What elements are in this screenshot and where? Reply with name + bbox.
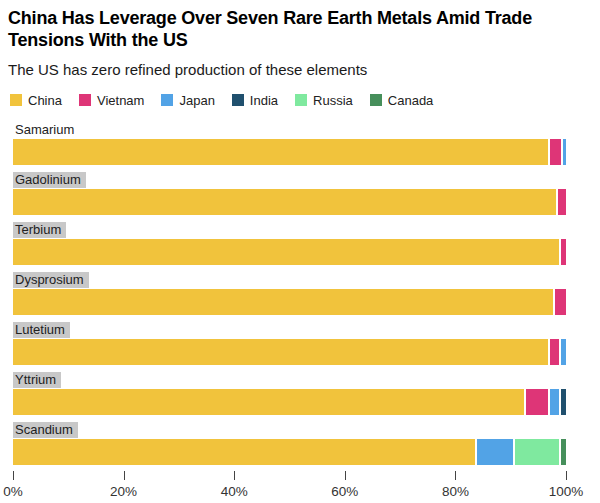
segment-scandium-china: [13, 439, 475, 465]
category-label-line-gadolinium: Gadolinium: [13, 170, 566, 187]
bar-row-samarium: Samarium: [13, 120, 566, 165]
segment-yttrium-china: [13, 389, 524, 415]
bar-row-scandium: Scandium: [13, 420, 566, 465]
category-label-line-terbium: Terbium: [13, 220, 566, 237]
axis-tick-0-: [13, 471, 14, 480]
bar-row-gadolinium: Gadolinium: [13, 170, 566, 215]
category-label-gadolinium: Gadolinium: [13, 172, 86, 188]
legend-swatch-canada-icon: [370, 94, 382, 106]
legend-item-india: India: [232, 93, 278, 108]
axis-tick-label-0-: 0%: [3, 484, 23, 499]
plot-area: Samarium Gadolinium Terbium Dysprosium Lutet…: [13, 120, 566, 465]
axis-tick-label-60-: 60%: [331, 484, 358, 499]
legend-swatch-china-icon: [10, 94, 22, 106]
legend-label-canada: Canada: [388, 93, 434, 108]
legend: China Vietnam Japan India Russia Canada: [10, 93, 600, 108]
legend-swatch-india-icon: [232, 94, 244, 106]
axis-tick-40-: [234, 471, 235, 480]
axis-tick-label-20-: 20%: [110, 484, 137, 499]
segment-samarium-japan: [563, 139, 566, 165]
bar-scandium: [13, 439, 566, 465]
legend-label-vietnam: Vietnam: [97, 93, 144, 108]
legend-item-vietnam: Vietnam: [79, 93, 144, 108]
segment-samarium-vietnam: [550, 139, 561, 165]
axis-tick-label-80-: 80%: [442, 484, 469, 499]
segment-gadolinium-china: [13, 189, 556, 215]
segment-dysprosium-vietnam: [555, 289, 566, 315]
bar-row-lutetium: Lutetium: [13, 320, 566, 365]
segment-scandium-canada: [561, 439, 566, 465]
segment-yttrium-india: [561, 389, 566, 415]
category-label-line-lutetium: Lutetium: [13, 320, 566, 337]
category-label-line-scandium: Scandium: [13, 420, 566, 437]
segment-dysprosium-china: [13, 289, 553, 315]
chart-figure: China Has Leverage Over Seven Rare Earth…: [0, 0, 600, 503]
axis-tick-label-40-: 40%: [221, 484, 248, 499]
legend-item-canada: Canada: [370, 93, 434, 108]
segment-scandium-russia: [515, 439, 559, 465]
chart-subtitle: The US has zero refined production of th…: [8, 61, 588, 78]
legend-swatch-japan-icon: [161, 94, 173, 106]
chart-header: China Has Leverage Over Seven Rare Earth…: [0, 8, 600, 78]
bar-row-terbium: Terbium: [13, 220, 566, 265]
bar-gadolinium: [13, 189, 566, 215]
legend-item-russia: Russia: [295, 93, 353, 108]
segment-samarium-china: [13, 139, 548, 165]
category-label-samarium: Samarium: [13, 122, 79, 138]
axis-tick-60-: [345, 471, 346, 480]
category-label-lutetium: Lutetium: [13, 322, 70, 338]
legend-swatch-russia-icon: [295, 94, 307, 106]
bar-row-yttrium: Yttrium: [13, 370, 566, 415]
legend-item-china: China: [10, 93, 62, 108]
category-label-line-dysprosium: Dysprosium: [13, 270, 566, 287]
category-label-terbium: Terbium: [13, 222, 66, 238]
x-axis: 0%20%40%60%80%100%: [13, 471, 566, 503]
segment-gadolinium-vietnam: [558, 189, 566, 215]
segment-lutetium-japan: [561, 339, 566, 365]
legend-item-japan: Japan: [161, 93, 214, 108]
legend-label-japan: Japan: [179, 93, 214, 108]
legend-label-india: India: [250, 93, 278, 108]
segment-yttrium-japan: [550, 389, 558, 415]
bar-yttrium: [13, 389, 566, 415]
bar-dysprosium: [13, 289, 566, 315]
category-label-scandium: Scandium: [13, 422, 78, 438]
bar-lutetium: [13, 339, 566, 365]
axis-tick-20-: [124, 471, 125, 480]
axis-tick-label-100-: 100%: [549, 484, 584, 499]
legend-label-russia: Russia: [313, 93, 353, 108]
bar-samarium: [13, 139, 566, 165]
category-label-yttrium: Yttrium: [13, 372, 61, 388]
chart-title: China Has Leverage Over Seven Rare Earth…: [8, 8, 588, 52]
segment-scandium-japan: [477, 439, 513, 465]
category-label-line-samarium: Samarium: [13, 120, 566, 137]
segment-terbium-china: [13, 239, 559, 265]
segment-lutetium-vietnam: [550, 339, 558, 365]
segment-yttrium-vietnam: [526, 389, 548, 415]
legend-swatch-vietnam-icon: [79, 94, 91, 106]
legend-label-china: China: [28, 93, 62, 108]
category-label-line-yttrium: Yttrium: [13, 370, 566, 387]
bar-row-dysprosium: Dysprosium: [13, 270, 566, 315]
segment-terbium-vietnam: [561, 239, 567, 265]
category-label-dysprosium: Dysprosium: [13, 272, 89, 288]
axis-tick-80-: [455, 471, 456, 480]
bar-terbium: [13, 239, 566, 265]
segment-lutetium-china: [13, 339, 548, 365]
axis-tick-100-: [566, 471, 567, 480]
